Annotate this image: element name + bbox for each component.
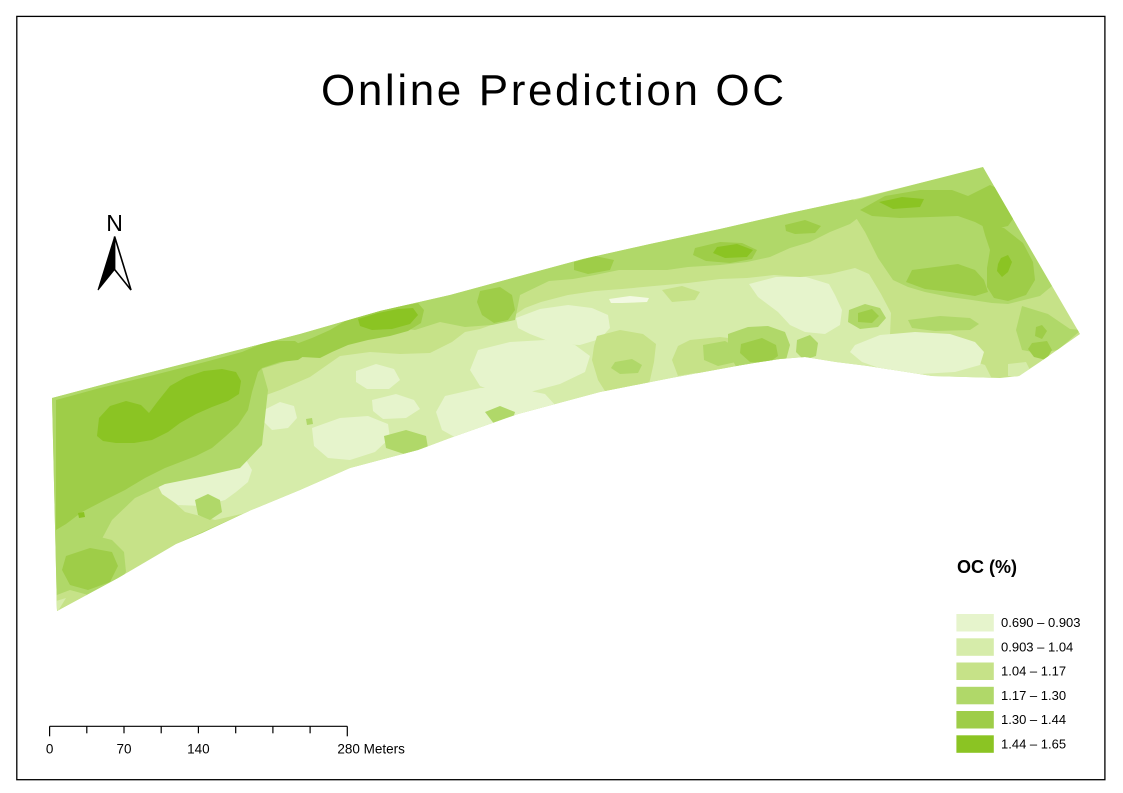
- svg-text:280 Meters: 280 Meters: [337, 742, 405, 757]
- svg-text:1.04 – 1.17: 1.04 – 1.17: [1001, 664, 1066, 679]
- svg-text:0.690 – 0.903: 0.690 – 0.903: [1001, 615, 1081, 630]
- svg-text:N: N: [106, 210, 123, 236]
- svg-text:0: 0: [46, 742, 54, 757]
- svg-text:70: 70: [116, 742, 131, 757]
- svg-text:1.17 – 1.30: 1.17 – 1.30: [1001, 688, 1066, 703]
- svg-text:1.30 – 1.44: 1.30 – 1.44: [1001, 712, 1066, 727]
- svg-text:OC (%): OC (%): [957, 557, 1017, 577]
- svg-text:140: 140: [187, 742, 210, 757]
- svg-text:0.903 – 1.04: 0.903 – 1.04: [1001, 640, 1073, 655]
- svg-text:1.44 – 1.65: 1.44 – 1.65: [1001, 737, 1066, 752]
